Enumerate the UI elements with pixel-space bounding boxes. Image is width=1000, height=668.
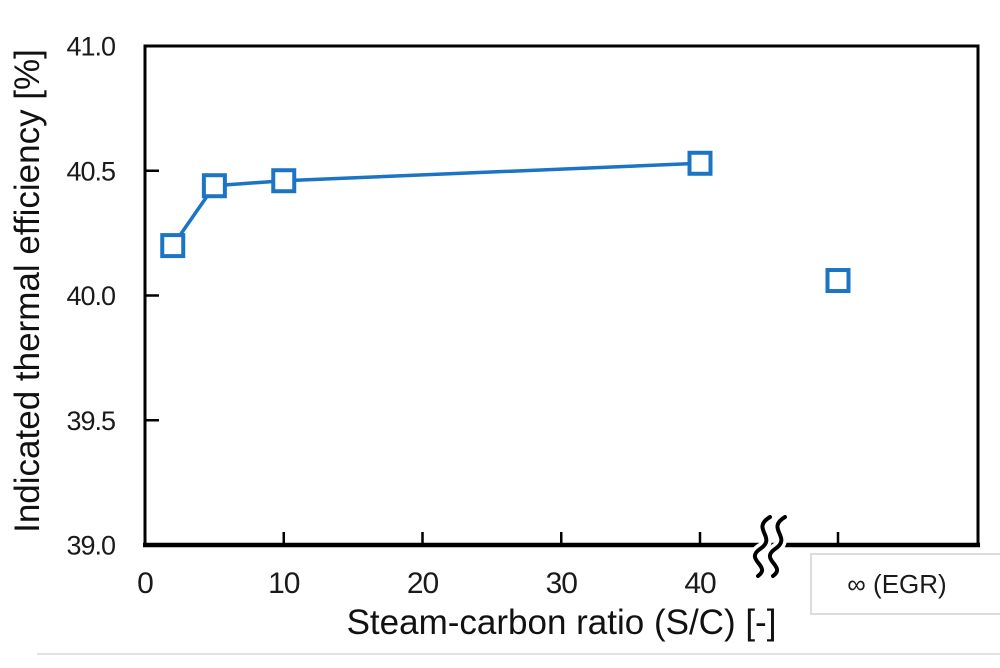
infinity-egr-label: ∞ (EGR) [847,568,947,599]
axis-break-squiggle [767,515,787,578]
x-tick-label: 20 [407,567,439,600]
y-tick-label: 41.0 [66,32,115,62]
x-axis-title: Steam-carbon ratio (S/C) [-] [346,603,777,642]
x-tick-label: 10 [268,567,300,600]
y-tick-label: 39.5 [66,406,115,436]
axis-break-squiggle [752,515,772,578]
series-line [171,161,701,247]
data-point-marker [825,268,851,294]
data-point-marker [271,168,297,194]
x-tick-label: 40 [684,567,716,600]
y-tick-label: 40.0 [66,281,115,311]
data-point-marker [687,150,713,176]
y-tick-label: 39.0 [66,531,115,561]
data-point-marker [160,233,186,259]
x-tick-label: 30 [546,567,578,600]
infinity-egr-label-box: ∞ (EGR) [810,553,1000,615]
y-tick-label: 40.5 [66,156,115,186]
plot-border [143,44,980,547]
bottom-divider-line [37,653,1000,655]
x-tick-label: 0 [137,567,153,600]
y-axis-title: Indicated thermal efficiency [%] [8,49,47,533]
data-point-marker [201,173,227,199]
